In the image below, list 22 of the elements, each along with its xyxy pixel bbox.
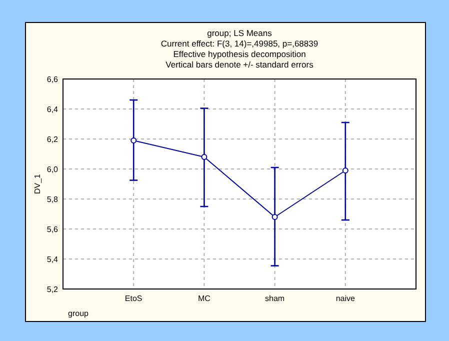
point [272, 214, 278, 220]
x-axis-title: group [68, 309, 90, 318]
y-axis-title: DV_1 [33, 173, 42, 194]
text: Vertical bars denote +/- standard errors [166, 60, 314, 70]
y-tick-label: 6,6 [46, 75, 59, 84]
y-tick-label: 5,8 [46, 195, 59, 204]
y-tick-label: 6,2 [46, 135, 59, 144]
point [130, 138, 137, 144]
x-tick-label: naive [336, 294, 356, 303]
text: Current effect: F(3, 14)=,49985, p=,68839 [160, 38, 318, 48]
x-tick-label: EtoS [124, 294, 142, 303]
x-tick-label: MC [198, 294, 211, 303]
text: Effective hypothesis decomposition [173, 49, 306, 59]
chart-title: group; LS Means [207, 28, 272, 38]
y-tick-label: 6,4 [46, 105, 59, 114]
y-tick-label: 5,4 [46, 255, 59, 264]
point [201, 154, 208, 160]
x-tick-label: sham [265, 294, 285, 303]
point [342, 168, 348, 174]
y-tick-label: 5,6 [46, 225, 59, 234]
y-tick-label: 6,0 [46, 165, 59, 174]
y-tick-label: 5,2 [46, 285, 59, 294]
